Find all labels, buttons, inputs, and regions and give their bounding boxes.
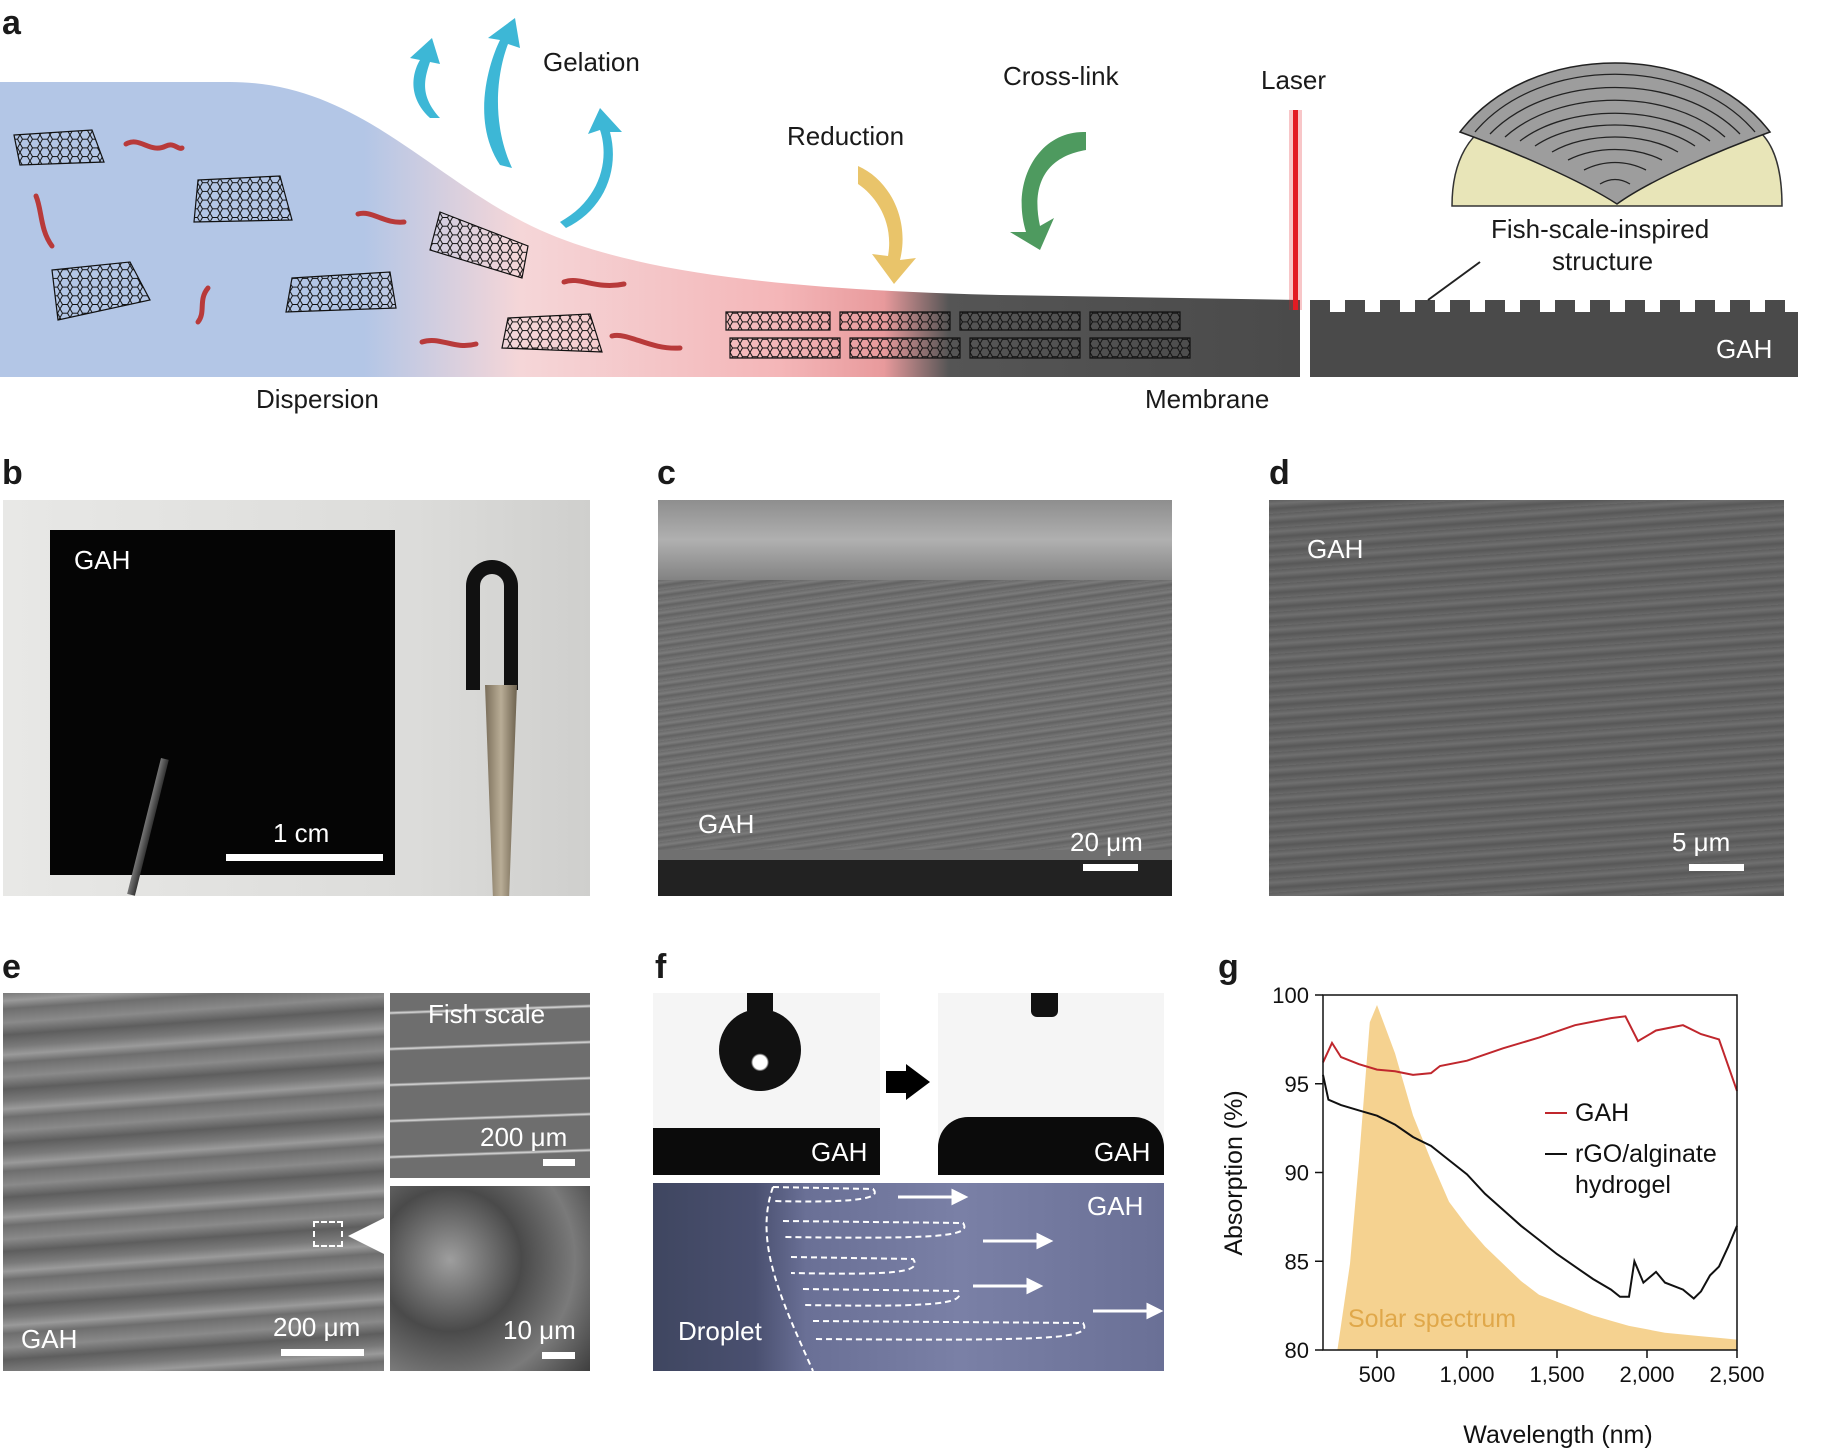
gah-label-e: GAH (21, 1324, 78, 1354)
solar-spectrum-area (1337, 1005, 1737, 1350)
y-tick-label: 80 (1285, 1338, 1309, 1363)
panel-e-zoom: 10 μm (390, 1186, 590, 1371)
gah-label-f-bottom: GAH (1087, 1191, 1144, 1221)
panel-label-e: e (2, 948, 21, 986)
series-line-rgo-alginate (1322, 1074, 1738, 1300)
needle-after (1031, 993, 1058, 1017)
panel-f-contact-after: GAH (938, 993, 1164, 1175)
panel-f-spreading: GAH Droplet (653, 1183, 1164, 1371)
gah-label-f-left: GAH (811, 1137, 868, 1167)
fish-scale-drawing (1451, 62, 1783, 207)
x-axis-label: Wavelength (nm) (1463, 1421, 1652, 1449)
panel-label-c: c (657, 454, 676, 492)
gah-label-b: GAH (74, 545, 131, 575)
gah-block (1310, 312, 1798, 377)
solar-spectrum-label: Solar spectrum (1348, 1305, 1516, 1333)
gelation-label: Gelation (543, 47, 640, 77)
panel-label-a: a (2, 4, 21, 42)
legend-label: hydrogel (1575, 1171, 1671, 1199)
x-tick-label: 1,000 (1439, 1362, 1494, 1387)
y-tick-label: 100 (1272, 983, 1309, 1008)
x-tick-label: 2,000 (1619, 1362, 1674, 1387)
fish-scale-label-line2: structure (1552, 246, 1654, 276)
panel-d-sem: GAH 5 μm (1269, 500, 1784, 896)
crosslink-label: Cross-link (1003, 61, 1119, 91)
scale-bar-e-bottom (542, 1352, 575, 1359)
scale-label-e-bottom: 10 μm (503, 1315, 576, 1345)
y-tick-label: 90 (1285, 1161, 1309, 1186)
reduction-label: Reduction (787, 121, 905, 151)
dispersion-to-membrane-flow (0, 82, 1300, 377)
panel-label-b: b (2, 454, 23, 492)
gah-label-d: GAH (1307, 534, 1364, 564)
panel-label-f: f (655, 948, 667, 986)
fish-scale-label-line1: Fish-scale-inspired (1491, 214, 1710, 244)
scale-label-c: 20 μm (1070, 827, 1143, 857)
bent-gah-sample (466, 560, 518, 690)
panel-label-d: d (1269, 454, 1290, 492)
fish-scale-teeth (1310, 300, 1798, 320)
solar-spectrum-fill (1337, 1005, 1737, 1350)
scale-bar-c (1083, 864, 1138, 871)
panel-f-contact-before: GAH (653, 993, 880, 1175)
scale-label-d: 5 μm (1672, 827, 1731, 857)
laser-label: Laser (1261, 65, 1327, 95)
y-axis-label: Absorption (%) (1220, 1090, 1248, 1255)
laser-beam (1293, 110, 1298, 310)
gah-label-f-right: GAH (1094, 1137, 1151, 1167)
scale-label-b: 1 cm (273, 818, 330, 848)
graphene-sheets (13, 129, 603, 353)
droplet-sphere (719, 1009, 801, 1091)
tweezers (485, 685, 517, 896)
x-tick-label: 1,500 (1529, 1362, 1584, 1387)
gah-label-a: GAH (1716, 334, 1773, 364)
scale-bar-b (226, 854, 383, 861)
legend-label: rGO/alginate (1575, 1140, 1717, 1168)
scale-bar-e-top (543, 1159, 575, 1166)
crosslink-arrow (1010, 131, 1086, 250)
membrane-graphene (725, 311, 1191, 359)
needle (747, 993, 773, 1011)
zoom-pointer (348, 1218, 384, 1254)
panel-c-sem: GAH 20 μm (658, 500, 1172, 896)
panel-label-g: g (1218, 948, 1239, 986)
reduction-arrow (858, 166, 916, 284)
x-tick-label: 500 (1359, 1362, 1396, 1387)
scale-bar-e-main (281, 1349, 364, 1356)
transition-arrow-head (906, 1064, 930, 1100)
scale-label-e-top: 200 μm (480, 1122, 568, 1152)
transition-arrow (886, 1071, 908, 1093)
y-tick-label: 95 (1285, 1072, 1309, 1097)
membrane-label: Membrane (1145, 384, 1270, 414)
legend: GAH rGO/alginate hydrogel (1545, 1099, 1717, 1199)
zoom-box (313, 1221, 343, 1247)
absorption-chart: 80 85 90 95 100 500 1,000 1,500 2,000 2,500 Abso… (1220, 983, 1765, 1449)
panel-e-fish-scale: Fish scale 200 μm (390, 993, 590, 1178)
panel-a-schematic (0, 18, 1798, 377)
y-tick-label: 85 (1285, 1249, 1309, 1274)
fish-scale-pointer (1427, 261, 1481, 301)
polymer-chains (33, 139, 683, 351)
panel-e-sem-main: GAH 200 μm (3, 993, 384, 1371)
gah-label-c: GAH (698, 809, 755, 839)
gah-film (50, 530, 395, 875)
droplet-label: Droplet (678, 1316, 762, 1346)
legend-label: GAH (1575, 1099, 1629, 1127)
scale-label-e-main: 200 μm (273, 1312, 361, 1342)
dispersion-label: Dispersion (256, 384, 379, 414)
gelation-arrows (410, 18, 622, 228)
series-line-gah (1322, 1015, 1738, 1092)
x-tick-label: 2,500 (1709, 1362, 1764, 1387)
fish-scale-label: Fish scale (428, 999, 546, 1029)
scale-bar-d (1689, 864, 1744, 871)
panel-b-photo: GAH 1 cm (3, 500, 590, 896)
